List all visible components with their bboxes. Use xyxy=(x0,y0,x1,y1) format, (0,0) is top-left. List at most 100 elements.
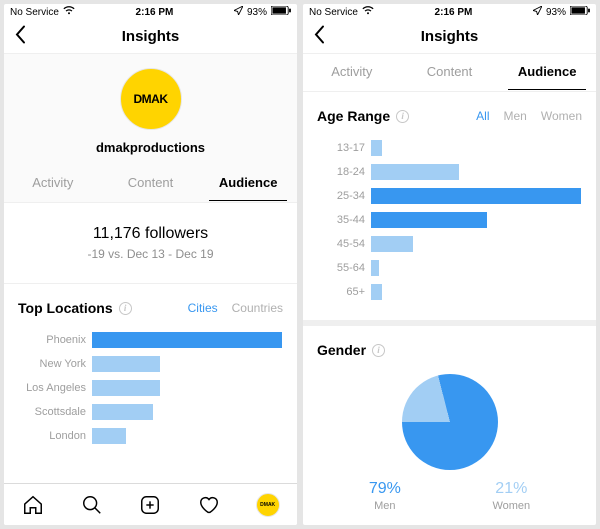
carrier-text: No Service xyxy=(10,7,59,18)
bar-row: Los Angeles xyxy=(18,378,283,398)
profile-section: DMAK dmakproductions xyxy=(4,54,297,165)
bar-fill xyxy=(371,188,581,204)
bar-row: 35-44 xyxy=(317,210,582,230)
back-button[interactable] xyxy=(14,24,26,49)
bar-row: 18-24 xyxy=(317,162,582,182)
info-icon[interactable]: i xyxy=(119,302,132,315)
age-range-title: Age Range xyxy=(317,108,390,124)
wifi-icon xyxy=(362,6,374,18)
bar-row: 45-54 xyxy=(317,234,582,254)
bar-label: Scottsdale xyxy=(18,406,92,418)
bar-label: 45-54 xyxy=(317,238,371,250)
followers-delta: -19 vs. Dec 13 - Dec 19 xyxy=(4,247,297,261)
status-bar: No Service 2:16 PM 93% xyxy=(4,4,297,20)
location-icon xyxy=(234,6,243,18)
phone-right: No Service 2:16 PM 93% Insights Activity… xyxy=(303,4,596,525)
bar-row: 55-64 xyxy=(317,258,582,278)
filter-men[interactable]: Men xyxy=(504,109,527,123)
bar-fill xyxy=(371,212,487,228)
bar-label: 25-34 xyxy=(317,190,371,202)
header: Insights xyxy=(303,20,596,54)
clock: 2:16 PM xyxy=(136,7,174,18)
bar-fill xyxy=(371,236,413,252)
bar-fill xyxy=(92,356,160,372)
nav-profile-icon[interactable]: DMAK xyxy=(256,493,280,517)
wifi-icon xyxy=(63,6,75,18)
tab-content[interactable]: Content xyxy=(401,64,499,81)
top-locations-chart: Phoenix New York Los Angeles Scottsdale Lond… xyxy=(4,322,297,464)
page-title: Insights xyxy=(122,28,180,45)
bar-fill xyxy=(92,428,126,444)
top-locations-head: Top Locations i Cities Countries xyxy=(4,284,297,322)
bar-fill xyxy=(371,260,379,276)
bar-row: 13-17 xyxy=(317,138,582,158)
info-icon[interactable]: i xyxy=(396,110,409,123)
bar-row: 65+ xyxy=(317,282,582,302)
bar-row: Phoenix xyxy=(18,330,283,350)
bar-label: Phoenix xyxy=(18,334,92,346)
nav-heart-icon[interactable] xyxy=(197,493,221,517)
gender-pie xyxy=(402,374,498,470)
bar-label: London xyxy=(18,430,92,442)
top-locations-title: Top Locations xyxy=(18,300,113,316)
gender-women-pct: 21% xyxy=(492,480,530,498)
tab-activity[interactable]: Activity xyxy=(4,175,102,192)
bar-label: 55-64 xyxy=(317,262,371,274)
battery-icon xyxy=(271,6,291,18)
tab-audience[interactable]: Audience xyxy=(498,64,596,81)
gender-labels: 79% Men 21% Women xyxy=(303,476,596,522)
gender-pie-chart xyxy=(303,364,596,476)
bar-fill xyxy=(92,380,160,396)
clock: 2:16 PM xyxy=(435,7,473,18)
bar-fill xyxy=(92,404,153,420)
bar-label: 65+ xyxy=(317,286,371,298)
username: dmakproductions xyxy=(96,140,205,155)
carrier-text: No Service xyxy=(309,7,358,18)
phone-left: No Service 2:16 PM 93% Insights DMAK dma… xyxy=(4,4,297,525)
bar-label: Los Angeles xyxy=(18,382,92,394)
bar-row: London xyxy=(18,426,283,446)
header: Insights xyxy=(4,20,297,54)
bar-row: 25-34 xyxy=(317,186,582,206)
page-title: Insights xyxy=(421,28,479,45)
bottom-nav: DMAK xyxy=(4,483,297,525)
nav-home-icon[interactable] xyxy=(21,493,45,517)
status-bar: No Service 2:16 PM 93% xyxy=(303,4,596,20)
back-button[interactable] xyxy=(313,24,325,49)
filter-countries[interactable]: Countries xyxy=(232,301,283,315)
filter-women[interactable]: Women xyxy=(541,109,582,123)
gender-head: Gender i xyxy=(303,326,596,364)
bar-label: 35-44 xyxy=(317,214,371,226)
bar-fill xyxy=(371,164,459,180)
insights-tabs: Activity Content Audience xyxy=(4,165,297,203)
gender-women-label: Women xyxy=(492,500,530,512)
gender-title: Gender xyxy=(317,342,366,358)
bar-label: New York xyxy=(18,358,92,370)
gender-men-label: Men xyxy=(369,500,401,512)
bar-fill xyxy=(92,332,282,348)
location-icon xyxy=(533,6,542,18)
filter-all[interactable]: All xyxy=(476,109,489,123)
tab-audience[interactable]: Audience xyxy=(199,175,297,192)
age-range-head: Age Range i All Men Women xyxy=(303,92,596,130)
bar-fill xyxy=(371,284,382,300)
followers-count: 11,176 followers xyxy=(4,225,297,243)
info-icon[interactable]: i xyxy=(372,344,385,357)
avatar[interactable]: DMAK xyxy=(120,68,182,130)
tab-content[interactable]: Content xyxy=(102,175,200,192)
bar-fill xyxy=(371,140,382,156)
bar-row: New York xyxy=(18,354,283,374)
age-range-chart: 13-17 18-24 25-34 35-44 45-54 55-64 65+ xyxy=(303,130,596,320)
battery-pct: 93% xyxy=(546,7,566,18)
nav-add-icon[interactable] xyxy=(138,493,162,517)
tab-activity[interactable]: Activity xyxy=(303,64,401,81)
gender-men-pct: 79% xyxy=(369,480,401,498)
bar-label: 13-17 xyxy=(317,142,371,154)
battery-pct: 93% xyxy=(247,7,267,18)
insights-tabs: Activity Content Audience xyxy=(303,54,596,92)
followers-block: 11,176 followers -19 vs. Dec 13 - Dec 19 xyxy=(4,203,297,284)
bar-label: 18-24 xyxy=(317,166,371,178)
filter-cities[interactable]: Cities xyxy=(188,301,218,315)
nav-search-icon[interactable] xyxy=(80,493,104,517)
battery-icon xyxy=(570,6,590,18)
